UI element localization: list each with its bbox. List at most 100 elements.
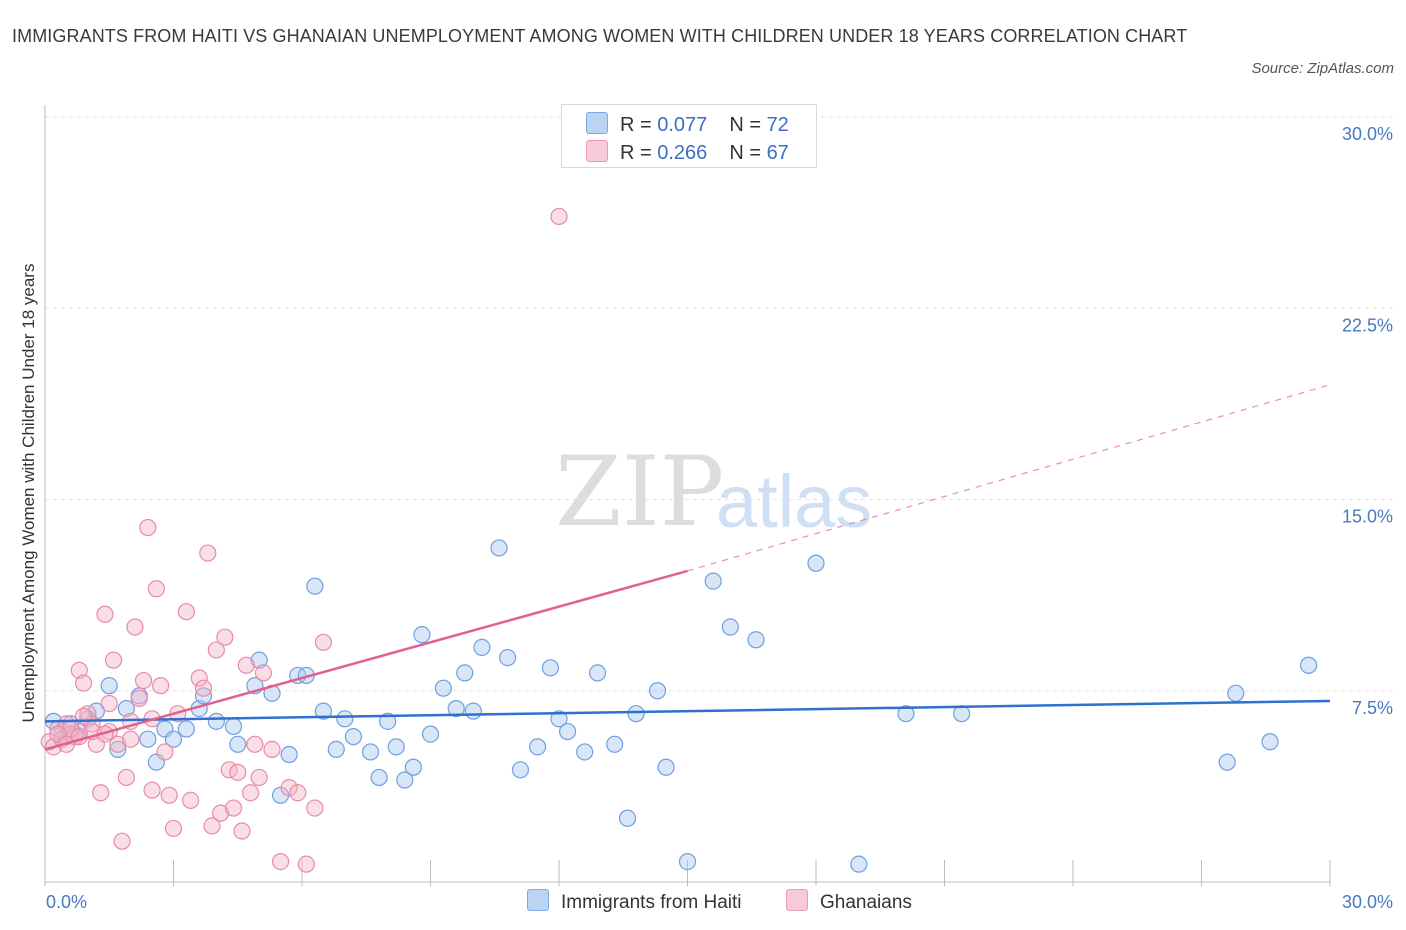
haiti-point — [370, 768, 388, 787]
legend-swatch-haiti — [586, 112, 608, 134]
ghana-point — [250, 768, 268, 787]
haiti-point — [627, 705, 645, 723]
haiti-point — [1299, 656, 1318, 674]
ghana-point — [199, 544, 217, 562]
grid-lines — [45, 116, 1395, 692]
ghana-point — [143, 781, 161, 799]
legend-swatch-ghana — [586, 140, 608, 162]
legend-n-label: N = — [729, 142, 767, 164]
ghana-point — [156, 743, 174, 761]
ghana-point — [194, 679, 213, 697]
ghana-point — [96, 605, 114, 623]
ghana-point — [147, 580, 165, 598]
ghana-point — [139, 518, 157, 537]
legend-label-ghana: Ghanaians — [820, 892, 912, 913]
legend-row-ghana: R = 0.266 N = 67 — [586, 140, 789, 166]
watermark-atlas: atlas — [716, 460, 872, 543]
haiti-point — [109, 740, 127, 759]
haiti-point — [657, 758, 675, 776]
haiti-point — [550, 710, 568, 728]
legend-item-haiti[interactable]: Immigrants from Haiti — [527, 889, 742, 914]
haiti-point — [387, 738, 405, 756]
haiti-point — [541, 659, 560, 677]
watermark-zip: ZIP — [555, 436, 724, 548]
legend-n-value: 67 — [766, 142, 789, 164]
haiti-point — [413, 626, 431, 644]
haiti-point — [229, 735, 247, 753]
ghana-point — [280, 779, 298, 797]
haiti-point — [648, 682, 667, 700]
ghana-point — [212, 804, 230, 822]
haiti-point — [456, 664, 474, 682]
haiti-point — [327, 740, 345, 759]
ghana-point — [271, 852, 290, 871]
ghana-point — [216, 628, 234, 646]
legend-r-label: R = — [620, 114, 658, 136]
ghana-point — [100, 694, 118, 713]
legend-label-haiti: Immigrants from Haiti — [561, 892, 742, 913]
haiti-point — [314, 702, 333, 720]
haiti-point — [576, 743, 594, 761]
legend-r-value: 0.266 — [657, 142, 708, 164]
legend-swatch-ghana — [786, 889, 808, 911]
haiti-point — [558, 722, 577, 741]
haiti-point — [464, 702, 482, 720]
haiti-point — [404, 758, 422, 776]
ghana-point — [92, 784, 110, 802]
haiti-point — [207, 712, 225, 730]
haiti-point — [704, 572, 722, 590]
ghana-point — [263, 740, 281, 759]
ghana-point — [160, 786, 178, 804]
ghana-point — [152, 677, 170, 695]
legend-r-label: R = — [620, 142, 658, 164]
ghana-point — [246, 735, 264, 753]
ghana-point — [182, 791, 200, 810]
ghana-point — [207, 641, 225, 659]
haiti-point — [490, 539, 508, 557]
ghana-point — [109, 735, 127, 753]
legend-n-value: 72 — [766, 114, 789, 136]
trend-lines — [44, 384, 1331, 751]
y-tick-label: 15.0% — [1342, 507, 1393, 527]
haiti-point — [434, 679, 452, 697]
x-tick-label-max: 30.0% — [1342, 892, 1393, 912]
ghana-point — [113, 832, 131, 850]
haiti-point — [396, 771, 414, 789]
haiti-point — [139, 730, 157, 748]
ghana-point — [122, 730, 140, 748]
y-tick-label: 30.0% — [1342, 124, 1393, 144]
ghana-point — [130, 689, 148, 708]
haiti-point — [306, 577, 324, 595]
haiti-point — [897, 705, 915, 723]
y-tick-label: 22.5% — [1342, 315, 1393, 335]
legend-r-value: 0.077 — [657, 114, 708, 136]
ghana-point — [254, 664, 273, 682]
ghana-point — [314, 633, 333, 651]
ghana-point — [550, 207, 568, 226]
source-label: Source: ZipAtlas.com — [1251, 60, 1394, 77]
ghana-point — [224, 799, 243, 817]
haiti-point — [250, 651, 268, 669]
ghana-point — [306, 799, 324, 817]
haiti-trend-line — [44, 699, 1331, 723]
haiti-point — [528, 738, 547, 756]
haiti-point — [447, 699, 465, 718]
y-tick-label: 7.5% — [1352, 698, 1393, 718]
haiti-point — [721, 618, 739, 636]
series-legend: Immigrants from Haiti Ghanaians — [0, 889, 1406, 915]
y-axis-label: Unemployment Among Women with Children U… — [19, 264, 38, 723]
haiti-point — [807, 554, 825, 572]
legend-item-ghana[interactable]: Ghanaians — [786, 889, 912, 914]
haiti-point — [511, 761, 530, 779]
haiti-point — [164, 730, 183, 748]
ghana-trend-line — [44, 569, 688, 751]
ghana-point — [237, 656, 255, 674]
tick-labels: 7.5% 15.0% 22.5% 30.0% 0.0% 30.0% — [46, 124, 1393, 912]
x-tick-label-min: 0.0% — [46, 892, 87, 912]
haiti-point — [100, 677, 118, 695]
haiti-point — [618, 809, 637, 827]
haiti-point — [177, 720, 195, 738]
correlation-legend: R = 0.077 N = 72 R = 0.266 N = 67 — [561, 104, 817, 168]
haiti-point — [421, 725, 440, 743]
